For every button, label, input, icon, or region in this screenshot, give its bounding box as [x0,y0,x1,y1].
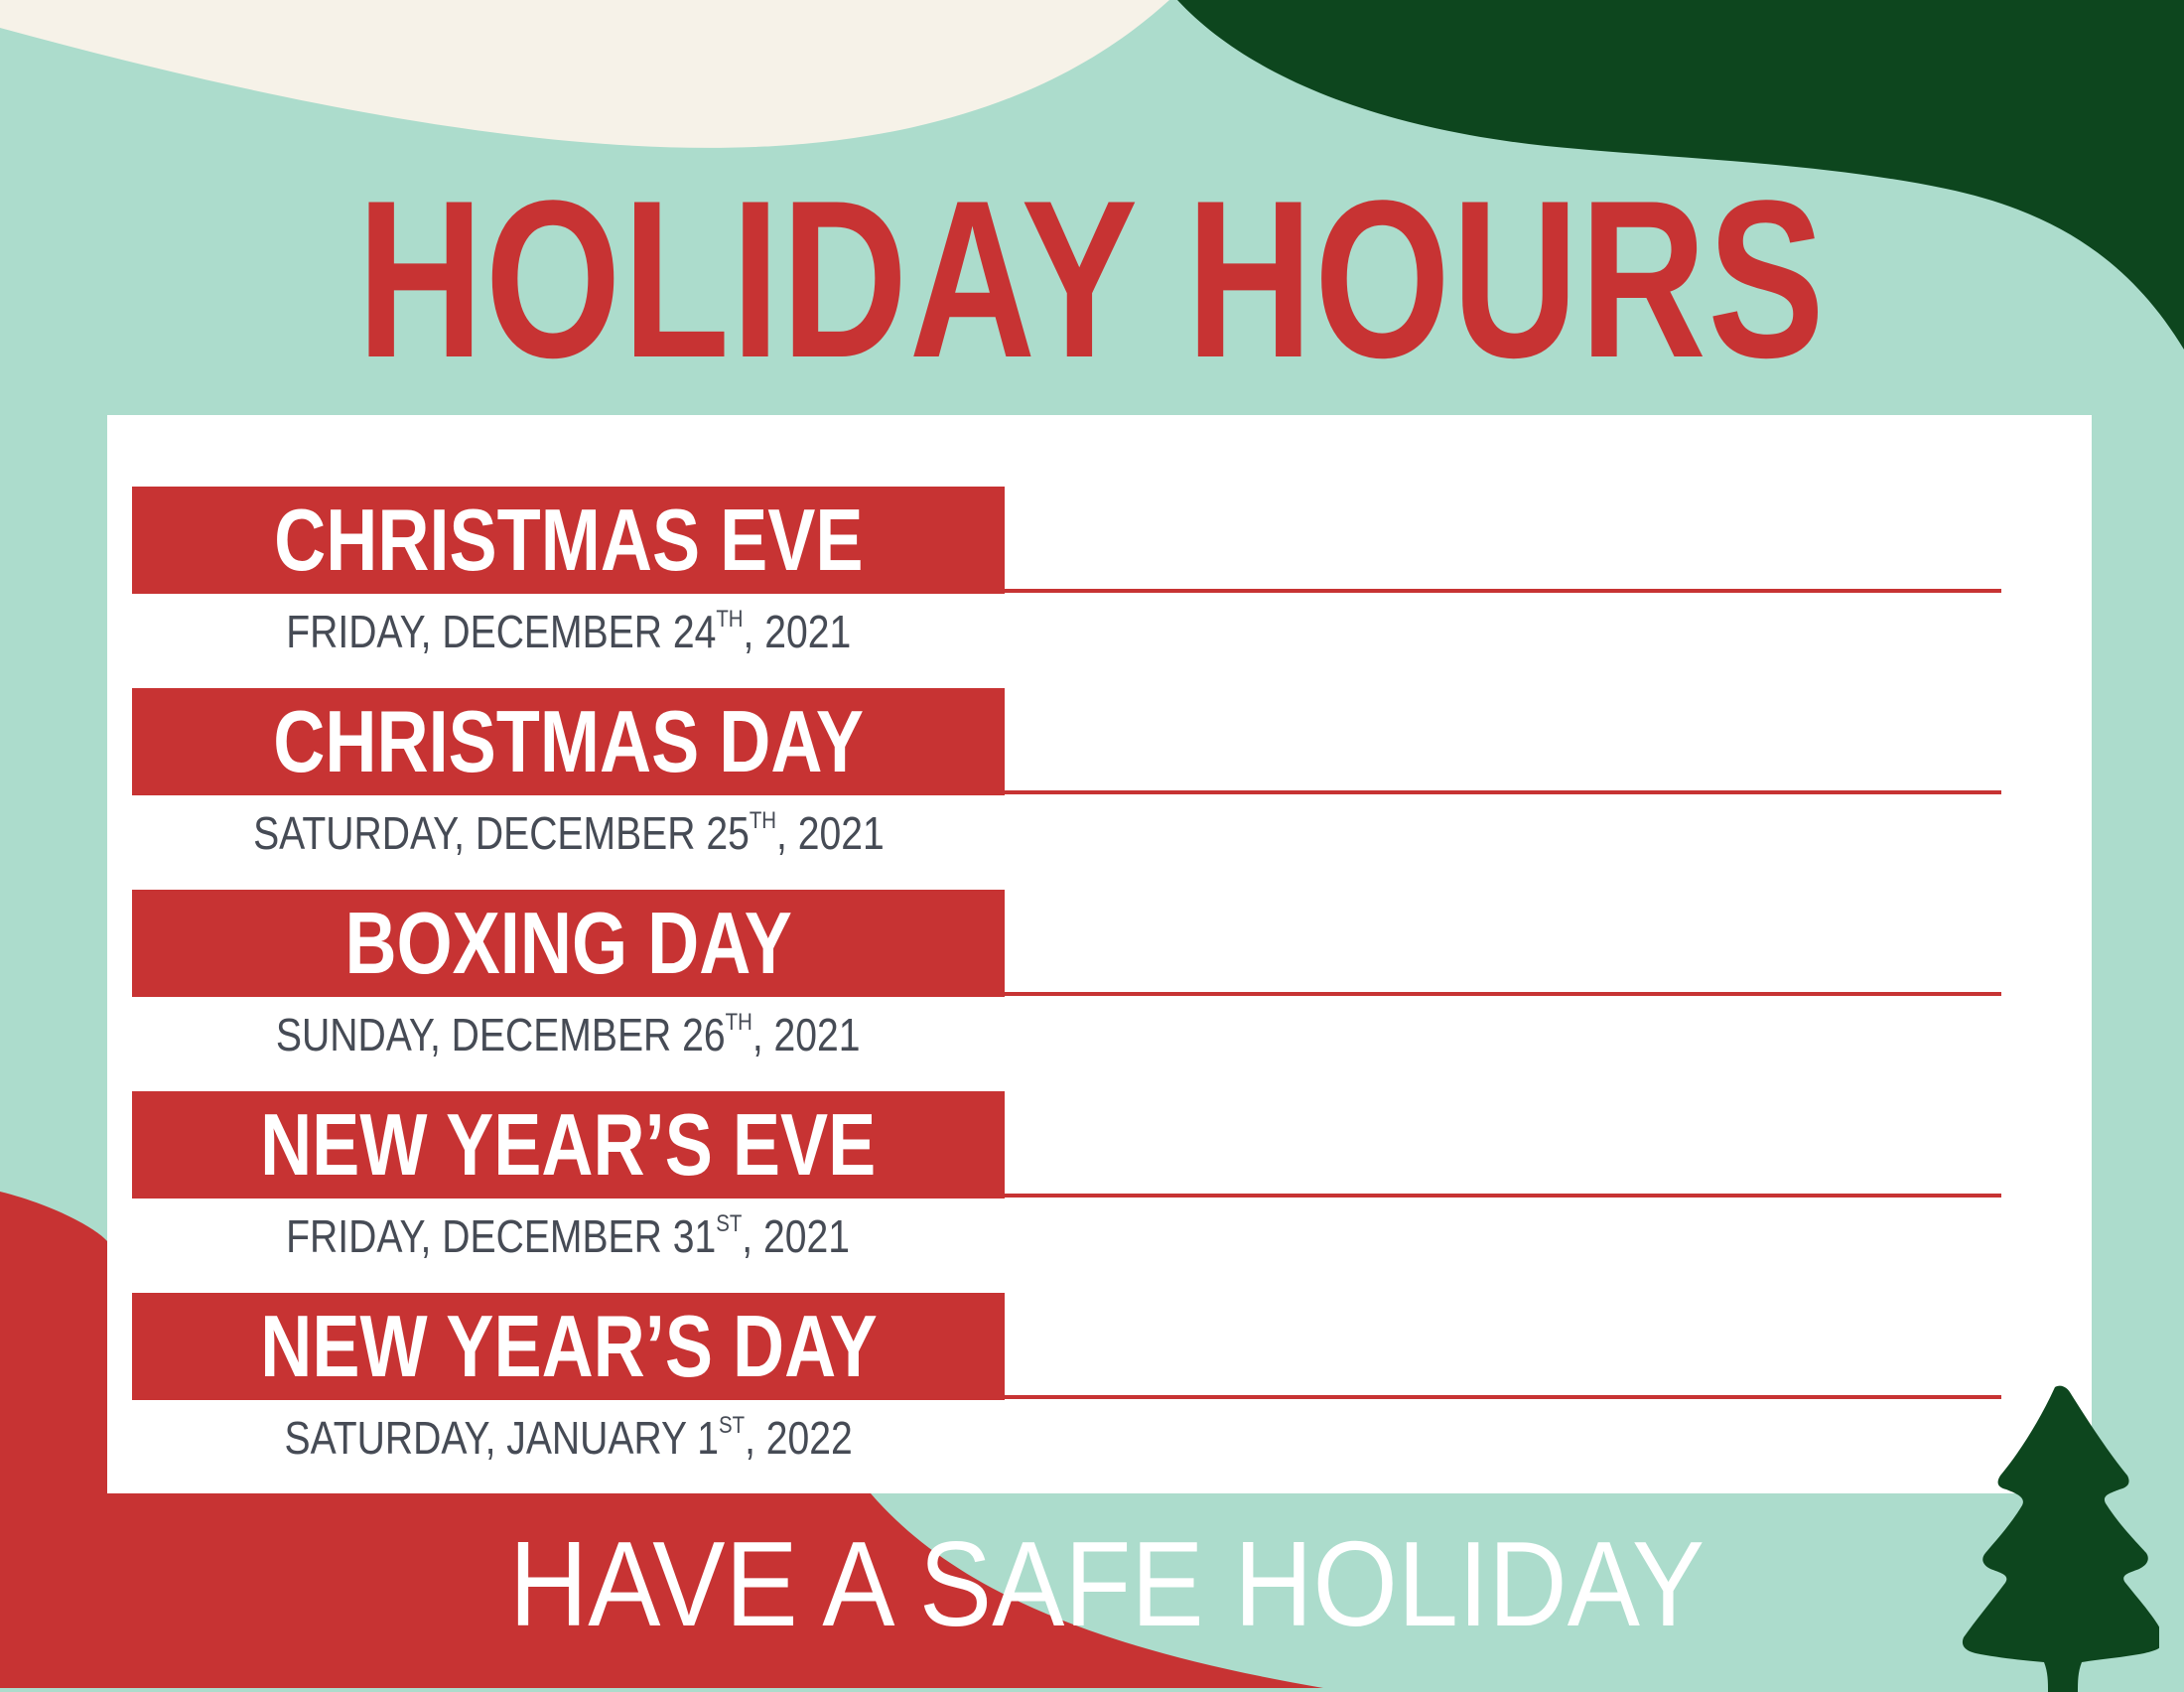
holiday-name: NEW YEAR’S DAY [259,1297,878,1395]
dark-green-wave [1177,0,2184,350]
cream-wave [0,0,1169,148]
holiday-date: SATURDAY, DECEMBER 25TH, 2021 [252,807,885,859]
christmas-tree-icon [1962,1385,2159,1692]
holiday-name: CHRISTMAS DAY [273,692,864,790]
holiday-name: BOXING DAY [344,894,792,992]
holiday-date: SATURDAY, JANUARY 1ST, 2022 [284,1412,853,1464]
footer-message: HAVE A SAFE HOLIDAY [508,1516,1706,1651]
holiday-name-banner: BOXING DAY [132,890,1005,997]
hours-entry-line [1005,1194,2001,1198]
holiday-row: CHRISTMAS EVE FRIDAY, DECEMBER 24TH, 202… [132,487,2001,685]
holiday-date: SUNDAY, DECEMBER 26TH, 2021 [276,1009,861,1060]
holiday-row: NEW YEAR’S EVE FRIDAY, DECEMBER 31ST, 20… [132,1091,2001,1290]
holiday-date: FRIDAY, DECEMBER 24TH, 2021 [285,606,852,657]
holiday-name-banner: NEW YEAR’S EVE [132,1091,1005,1198]
holiday-row: CHRISTMAS DAY SATURDAY, DECEMBER 25TH, 2… [132,688,2001,887]
holiday-name: CHRISTMAS EVE [273,491,864,589]
hours-entry-line [1005,790,2001,794]
red-wave [0,1192,1323,1688]
holiday-date: FRIDAY, DECEMBER 31ST, 2021 [286,1210,851,1262]
hours-entry-line [1005,1395,2001,1399]
hours-entry-line [1005,589,2001,593]
holiday-name-banner: NEW YEAR’S DAY [132,1293,1005,1400]
holiday-hours-card: CHRISTMAS EVE FRIDAY, DECEMBER 24TH, 202… [107,415,2092,1493]
holiday-name-banner: CHRISTMAS EVE [132,487,1005,594]
holiday-name: NEW YEAR’S EVE [260,1095,877,1194]
holiday-name-banner: CHRISTMAS DAY [132,688,1005,795]
holiday-row: NEW YEAR’S DAY SATURDAY, JANUARY 1ST, 20… [132,1293,2001,1491]
holiday-row: BOXING DAY SUNDAY, DECEMBER 26TH, 2021 [132,890,2001,1088]
page-title: HOLIDAY HOURS [357,153,1827,404]
hours-entry-line [1005,992,2001,996]
